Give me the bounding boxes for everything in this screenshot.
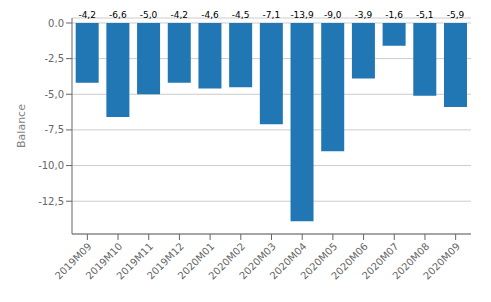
svg-text:-2,5: -2,5 — [44, 53, 64, 64]
svg-text:2020M02: 2020M02 — [206, 240, 248, 282]
svg-text:2019M09: 2019M09 — [52, 240, 94, 282]
svg-text:2019M10: 2019M10 — [83, 240, 125, 282]
svg-text:2020M03: 2020M03 — [237, 240, 278, 282]
svg-text:-7,5: -7,5 — [44, 124, 64, 135]
svg-text:2019M12: 2019M12 — [145, 240, 186, 282]
svg-text:2020M07: 2020M07 — [359, 240, 401, 282]
svg-text:-5,9: -5,9 — [447, 10, 465, 20]
svg-text:-5,1: -5,1 — [416, 10, 434, 20]
svg-text:-13,9: -13,9 — [290, 10, 314, 20]
svg-text:-4,5: -4,5 — [232, 10, 250, 20]
svg-text:-6,6: -6,6 — [109, 10, 127, 20]
svg-text:-5,0: -5,0 — [44, 89, 64, 100]
svg-text:2020M05: 2020M05 — [298, 240, 340, 282]
svg-text:-1,6: -1,6 — [385, 10, 403, 20]
svg-text:0.0: 0.0 — [48, 18, 64, 29]
svg-text:2019M11: 2019M11 — [114, 240, 156, 282]
svg-text:-7,1: -7,1 — [263, 10, 281, 20]
svg-text:-3,9: -3,9 — [355, 10, 373, 20]
svg-text:2020M06: 2020M06 — [329, 240, 370, 282]
svg-text:2020M08: 2020M08 — [390, 240, 432, 282]
svg-text:2020M04: 2020M04 — [267, 240, 309, 282]
svg-text:2020M09: 2020M09 — [421, 241, 462, 282]
svg-text:-5,0: -5,0 — [140, 10, 158, 20]
svg-text:-4,2: -4,2 — [78, 10, 96, 20]
svg-text:-4,6: -4,6 — [201, 10, 219, 20]
svg-text:2020M01: 2020M01 — [175, 240, 217, 282]
svg-text:-12,5: -12,5 — [38, 196, 64, 207]
svg-text:-4,2: -4,2 — [170, 10, 188, 20]
svg-text:-10,0: -10,0 — [38, 160, 64, 171]
svg-text:-9,0: -9,0 — [324, 10, 342, 20]
svg-text:Balance: Balance — [15, 104, 28, 148]
